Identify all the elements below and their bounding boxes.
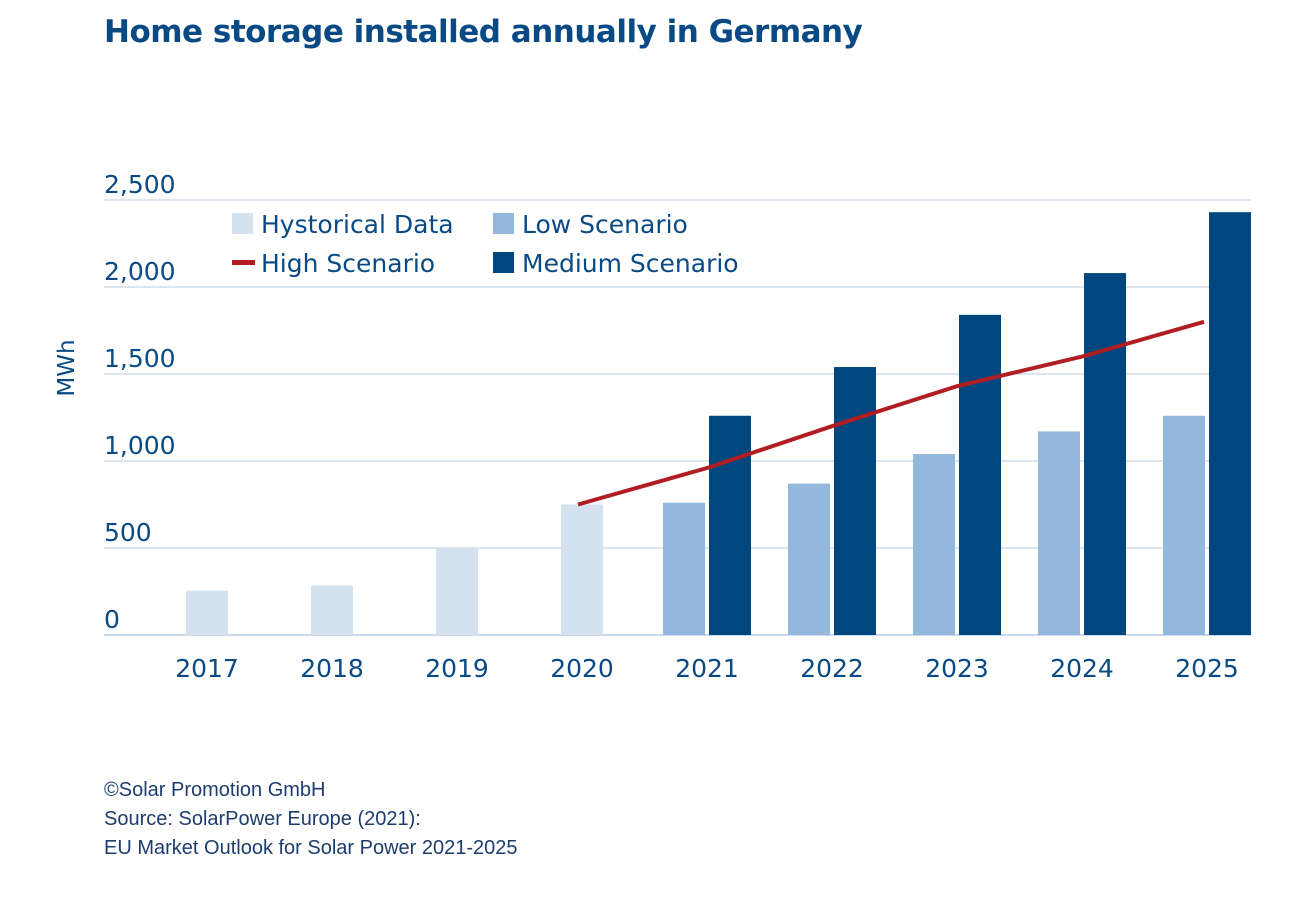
legend-label: Medium Scenario — [522, 249, 739, 278]
bar-historical-2018 — [311, 585, 353, 635]
legend-high: High Scenario — [232, 249, 435, 278]
x-axis-ticks: 2017 2018 2019 2020 2021 2022 2023 2024 2025 — [175, 654, 1239, 683]
high-scenario-line — [577, 319, 1205, 507]
bar-low-2021 — [663, 502, 705, 635]
y-tick-label: 1,000 — [104, 431, 176, 460]
x-tick-label: 2022 — [800, 654, 864, 683]
y-tick-label: 500 — [104, 518, 152, 547]
bar-medium-2025 — [1209, 212, 1251, 635]
legend-swatch — [232, 213, 253, 234]
x-tick-label: 2024 — [1050, 654, 1114, 683]
legend-label: Hystorical Data — [261, 210, 454, 239]
x-tick-label: 2021 — [675, 654, 739, 683]
legend-label: Low Scenario — [522, 210, 688, 239]
y-tick-label: 1,500 — [104, 344, 176, 373]
bar-historical-2019 — [436, 548, 478, 635]
chart-title: Home storage installed annually in Germa… — [104, 14, 863, 50]
legend-swatch — [493, 252, 514, 273]
legend-low: Low Scenario — [493, 210, 688, 239]
legend: Hystorical Data Low Scenario High Scenario… — [232, 210, 739, 278]
y-tick-label: 2,000 — [104, 257, 176, 286]
footer: ©Solar Promotion GmbH Source: SolarPower… — [104, 776, 518, 863]
y-tick-label: 2,500 — [104, 170, 176, 199]
bars — [186, 212, 1251, 635]
bar-medium-2021 — [709, 415, 751, 635]
bar-historical-2020 — [561, 504, 603, 635]
bar-medium-2024 — [1084, 273, 1126, 635]
bar-historical-2017 — [186, 590, 228, 635]
x-tick-label: 2017 — [175, 654, 239, 683]
copyright-text: ©Solar Promotion GmbH — [104, 779, 326, 801]
legend-swatch — [493, 213, 514, 234]
x-tick-label: 2020 — [550, 654, 614, 683]
legend-historical: Hystorical Data — [232, 210, 454, 239]
y-tick-label: 0 — [104, 605, 120, 634]
bar-low-2022 — [788, 483, 830, 635]
x-tick-label: 2018 — [300, 654, 364, 683]
bar-low-2025 — [1163, 415, 1205, 635]
bar-low-2023 — [913, 454, 955, 635]
x-tick-label: 2019 — [425, 654, 489, 683]
bar-medium-2022 — [834, 367, 876, 635]
high-scenario-polyline — [577, 319, 1205, 507]
bar-low-2024 — [1038, 431, 1080, 635]
legend-swatch — [232, 260, 255, 265]
y-axis-ticks: 0 500 1,000 1,500 2,000 2,500 — [104, 170, 176, 634]
legend-label: High Scenario — [261, 249, 435, 278]
x-tick-label: 2025 — [1175, 654, 1239, 683]
source-publication: EU Market Outlook for Solar Power 2021-2… — [104, 837, 518, 859]
source-text: Source: SolarPower Europe (2021): — [104, 808, 421, 830]
bar-medium-2023 — [959, 314, 1001, 635]
legend-medium: Medium Scenario — [493, 249, 739, 278]
y-axis-label: MWh — [54, 339, 80, 396]
x-tick-label: 2023 — [925, 654, 989, 683]
